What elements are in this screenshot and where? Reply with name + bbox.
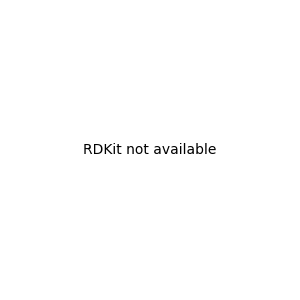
Text: RDKit not available: RDKit not available xyxy=(83,143,217,157)
